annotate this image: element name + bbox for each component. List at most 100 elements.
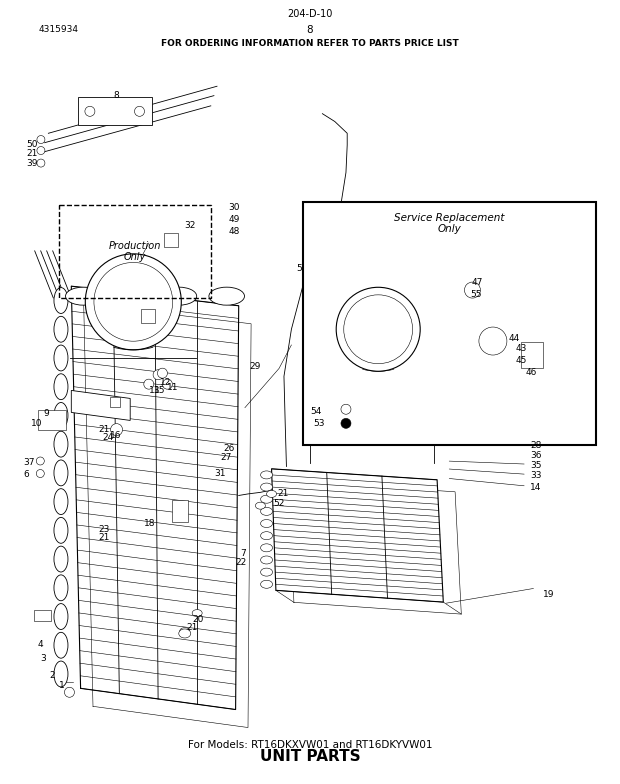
Text: For Models: RT16DKXVW01 and RT16DKYVW01: For Models: RT16DKXVW01 and RT16DKYVW01 <box>188 740 432 750</box>
Text: 14: 14 <box>530 483 541 492</box>
Ellipse shape <box>209 287 244 305</box>
Ellipse shape <box>260 556 273 564</box>
Text: 8: 8 <box>113 91 120 100</box>
Text: 43: 43 <box>516 344 527 354</box>
Circle shape <box>341 405 351 414</box>
Text: 15: 15 <box>154 386 166 395</box>
Circle shape <box>162 379 172 389</box>
Ellipse shape <box>54 546 68 572</box>
Circle shape <box>479 327 507 355</box>
Bar <box>59 205 211 298</box>
Ellipse shape <box>260 568 273 576</box>
Text: 23: 23 <box>98 524 109 534</box>
Text: 9: 9 <box>44 409 50 419</box>
Text: 1: 1 <box>59 681 64 691</box>
Circle shape <box>85 107 95 116</box>
Circle shape <box>341 419 351 428</box>
Circle shape <box>153 370 163 379</box>
Text: 5: 5 <box>296 263 302 273</box>
Ellipse shape <box>54 460 68 486</box>
Ellipse shape <box>260 580 273 588</box>
Text: 39: 39 <box>26 158 38 168</box>
Text: 27: 27 <box>220 453 231 463</box>
Ellipse shape <box>66 287 101 305</box>
Text: Production
Only: Production Only <box>108 241 161 263</box>
Text: 52: 52 <box>273 499 284 508</box>
Text: 28: 28 <box>530 441 541 450</box>
Text: 53: 53 <box>313 419 325 428</box>
Text: 204-D-10: 204-D-10 <box>287 9 333 19</box>
Text: 21: 21 <box>278 489 289 499</box>
Ellipse shape <box>267 491 277 497</box>
Ellipse shape <box>255 503 265 509</box>
Text: 32: 32 <box>185 221 196 230</box>
Circle shape <box>336 287 420 372</box>
Ellipse shape <box>54 575 68 601</box>
Ellipse shape <box>54 633 68 659</box>
Circle shape <box>94 263 172 341</box>
Ellipse shape <box>260 495 273 503</box>
Text: 6: 6 <box>24 470 29 479</box>
Text: 22: 22 <box>236 558 247 568</box>
Text: 11: 11 <box>167 383 179 392</box>
Text: 50: 50 <box>26 140 38 149</box>
Text: 19: 19 <box>543 590 555 599</box>
Bar <box>172 500 188 522</box>
Circle shape <box>144 379 154 389</box>
Text: 12: 12 <box>160 378 171 387</box>
Text: 16: 16 <box>110 430 122 440</box>
Text: 45: 45 <box>516 356 527 365</box>
Text: 48: 48 <box>228 227 239 236</box>
Ellipse shape <box>54 488 68 514</box>
Ellipse shape <box>54 374 68 400</box>
Text: 29: 29 <box>249 362 260 372</box>
Ellipse shape <box>54 288 68 314</box>
Ellipse shape <box>54 517 68 543</box>
Ellipse shape <box>180 628 190 634</box>
Ellipse shape <box>113 287 149 305</box>
Text: 55: 55 <box>470 290 482 299</box>
Polygon shape <box>34 610 51 621</box>
Ellipse shape <box>192 610 202 616</box>
Text: 24: 24 <box>102 433 113 442</box>
Text: 54: 54 <box>310 407 321 416</box>
Text: 49: 49 <box>228 215 239 224</box>
Text: 4315934: 4315934 <box>38 25 79 34</box>
Polygon shape <box>71 286 239 710</box>
Polygon shape <box>71 390 130 420</box>
Ellipse shape <box>54 402 68 428</box>
Text: 21: 21 <box>26 149 37 158</box>
Circle shape <box>86 254 181 350</box>
Ellipse shape <box>54 431 68 457</box>
Circle shape <box>157 368 167 378</box>
Text: Service Replacement
Only: Service Replacement Only <box>394 212 505 234</box>
Text: 37: 37 <box>24 458 35 467</box>
Circle shape <box>37 457 44 465</box>
Ellipse shape <box>260 471 273 479</box>
Text: 21: 21 <box>186 622 197 632</box>
Text: UNIT PARTS: UNIT PARTS <box>260 749 360 764</box>
Bar <box>164 233 179 247</box>
Circle shape <box>110 423 123 436</box>
Bar <box>78 97 152 125</box>
Bar <box>38 409 66 430</box>
Text: 18: 18 <box>144 519 156 528</box>
Text: 20: 20 <box>192 615 203 624</box>
Bar <box>521 343 542 368</box>
Ellipse shape <box>260 532 273 539</box>
Circle shape <box>37 147 45 154</box>
Text: 44: 44 <box>508 334 520 343</box>
Ellipse shape <box>161 287 197 305</box>
Text: 2: 2 <box>50 671 55 681</box>
Text: 3: 3 <box>40 654 46 663</box>
Text: 4: 4 <box>37 640 43 649</box>
Text: 31: 31 <box>214 469 226 478</box>
Text: 46: 46 <box>526 368 537 377</box>
Ellipse shape <box>260 520 273 528</box>
Circle shape <box>343 295 413 364</box>
Ellipse shape <box>260 483 273 491</box>
Ellipse shape <box>179 629 191 638</box>
Circle shape <box>135 107 144 116</box>
Text: 35: 35 <box>530 461 542 470</box>
Text: 36: 36 <box>530 451 542 460</box>
